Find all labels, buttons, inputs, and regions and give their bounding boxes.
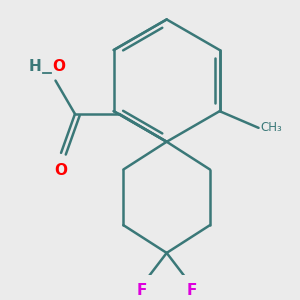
Text: O: O bbox=[55, 163, 68, 178]
Text: CH₃: CH₃ bbox=[260, 121, 282, 134]
Text: F: F bbox=[136, 284, 147, 298]
Text: F: F bbox=[187, 284, 197, 298]
Text: H: H bbox=[28, 59, 41, 74]
Text: O: O bbox=[52, 59, 65, 74]
